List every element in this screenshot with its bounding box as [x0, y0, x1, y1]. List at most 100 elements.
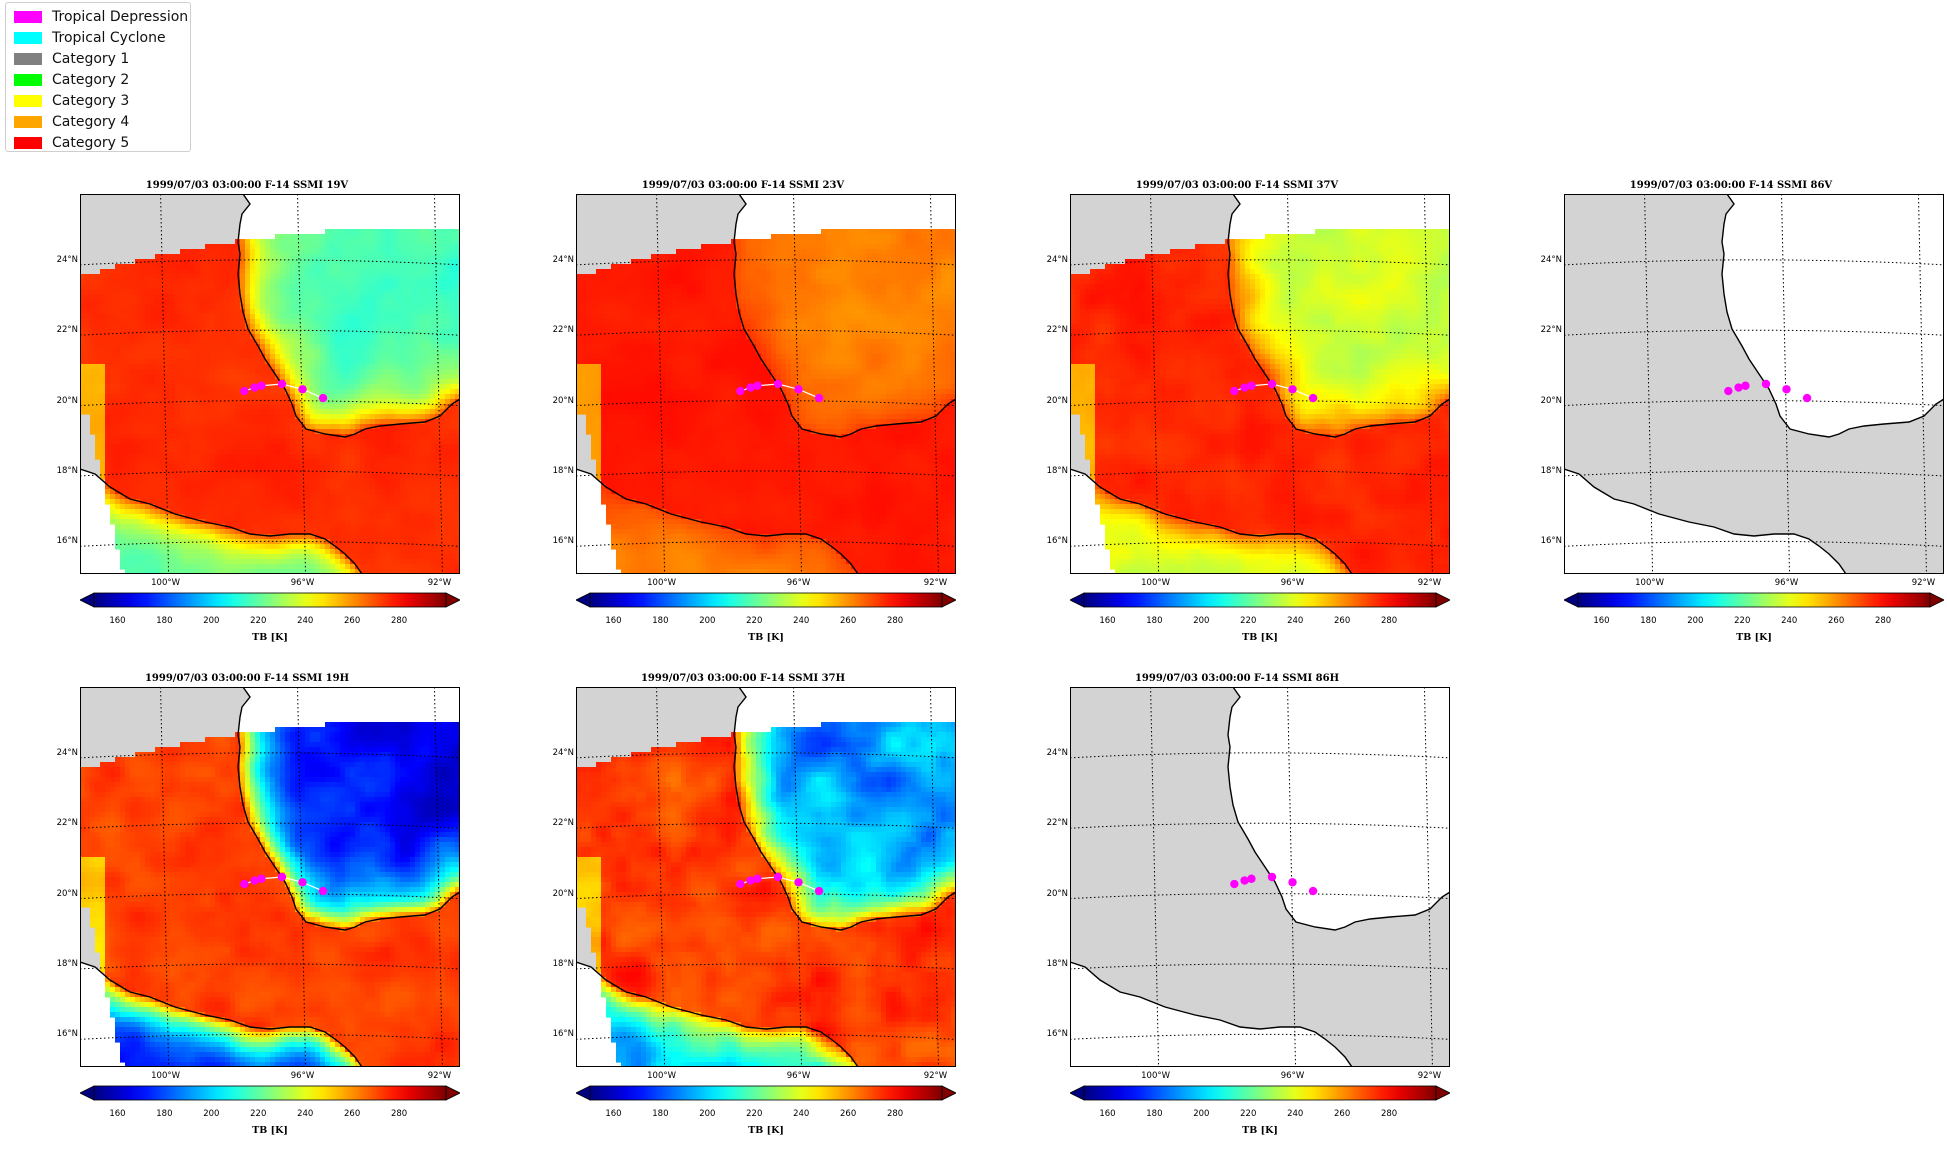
colorbar-tick-label: 280: [880, 1109, 910, 1119]
lon-tick-label: 100°W: [1136, 578, 1176, 588]
map-plot: [1070, 687, 1450, 1067]
storm-track-point: [1802, 393, 1812, 403]
lat-tick-label: 18°N: [1526, 466, 1562, 476]
storm-track-point: [257, 381, 266, 390]
legend-label: Category 5: [52, 135, 129, 151]
lat-tick-label: 16°N: [42, 536, 78, 546]
pacific-coastline: [576, 468, 859, 574]
colorbar-tick-label: 180: [1139, 616, 1169, 626]
colorbar-tick-label: 180: [645, 1109, 675, 1119]
lon-tick-label: 96°W: [779, 1071, 819, 1081]
colorbar-tick-label: 260: [337, 1109, 367, 1119]
pacific-coastline: [1564, 468, 1847, 574]
panel-title: 1999/07/03 03:00:00 F-14 SSMI 23V: [533, 180, 953, 191]
lat-tick-label: 20°N: [1032, 889, 1068, 899]
storm-track-point: [753, 874, 762, 883]
storm-track-point: [814, 393, 824, 403]
legend-item: Category 4: [14, 112, 129, 132]
colorbar-tick-label: 280: [1868, 616, 1898, 626]
lat-tick-label: 22°N: [42, 818, 78, 828]
lat-tick-label: 20°N: [1032, 396, 1068, 406]
tb-heatmap: [576, 722, 956, 1067]
gulf-coastline: [733, 687, 956, 931]
colorbar-tick-label: 280: [384, 616, 414, 626]
lat-tick-label: 22°N: [1032, 818, 1068, 828]
storm-track-point: [1782, 385, 1791, 394]
lat-tick-label: 18°N: [42, 959, 78, 969]
pacific-coastline: [1070, 468, 1353, 574]
colorbar-tick-label: 260: [1821, 616, 1851, 626]
legend-swatch: [14, 137, 42, 149]
storm-track-point: [240, 879, 249, 889]
legend-item: Tropical Cyclone: [14, 28, 166, 48]
lon-tick-label: 96°W: [1767, 578, 1807, 588]
legend-swatch: [14, 74, 42, 86]
colorbar-tick-label: 200: [1186, 1109, 1216, 1119]
colorbar-tick-label: 200: [692, 616, 722, 626]
panel-title: 1999/07/03 03:00:00 F-14 SSMI 86V: [1521, 180, 1941, 191]
legend-label: Category 2: [52, 72, 129, 88]
panel-title: 1999/07/03 03:00:00 F-14 SSMI 37V: [1027, 180, 1447, 191]
legend-swatch: [14, 53, 42, 65]
storm-track-point: [318, 886, 328, 896]
panel-title: 1999/07/03 03:00:00 F-14 SSMI 19H: [37, 673, 457, 684]
colorbar-label: TB [K]: [80, 632, 460, 643]
storm-track-point: [773, 379, 783, 389]
ssmi-panel-19v: 1999/07/03 03:00:00 F-14 SSMI 19V 24°N 22°…: [37, 180, 460, 660]
lon-tick-label: 96°W: [283, 578, 323, 588]
colorbar-tick-label: 220: [243, 616, 273, 626]
lat-tick-label: 20°N: [42, 396, 78, 406]
colorbar-tick-label: 260: [337, 616, 367, 626]
lat-tick-label: 22°N: [538, 818, 574, 828]
legend-label: Tropical Cyclone: [52, 30, 166, 46]
panel-title: 1999/07/03 03:00:00 F-14 SSMI 37H: [533, 673, 953, 684]
storm-track-point: [794, 385, 803, 394]
legend-item: Category 1: [14, 49, 129, 69]
legend-label: Category 1: [52, 51, 129, 67]
lon-tick-label: 92°W: [1409, 578, 1449, 588]
lon-tick-label: 100°W: [642, 1071, 682, 1081]
legend-label: Tropical Depression: [52, 9, 188, 25]
colorbar: [1070, 1085, 1450, 1101]
colorbar-label: TB [K]: [1564, 632, 1944, 643]
storm-category-legend: Tropical Depression Tropical Cyclone Categ…: [5, 2, 191, 152]
colorbar-tick-label: 280: [384, 1109, 414, 1119]
lat-tick-label: 24°N: [42, 748, 78, 758]
legend-item: Tropical Depression: [14, 7, 188, 27]
lat-tick-label: 20°N: [42, 889, 78, 899]
gulf-coastline: [237, 194, 460, 438]
storm-track-point: [277, 379, 287, 389]
colorbar-tick-label: 220: [1233, 1109, 1263, 1119]
legend-swatch: [14, 11, 42, 23]
storm-track-point: [1308, 886, 1318, 896]
storm-track-point: [773, 872, 783, 882]
pacific-coastline: [576, 961, 859, 1067]
tb-heatmap: [80, 722, 460, 1067]
lat-tick-label: 24°N: [42, 255, 78, 265]
legend-swatch: [14, 116, 42, 128]
colorbar-tick-label: 220: [739, 616, 769, 626]
gulf-coastline: [1721, 194, 1944, 438]
lat-tick-label: 24°N: [1032, 255, 1068, 265]
colorbar-tick-label: 240: [1774, 616, 1804, 626]
colorbar-tick-label: 160: [102, 616, 132, 626]
storm-track-point: [746, 383, 755, 392]
colorbar: [1564, 592, 1944, 608]
colorbar-tick-label: 260: [833, 1109, 863, 1119]
storm-track-point: [736, 386, 745, 396]
colorbar-tick-label: 160: [1092, 1109, 1122, 1119]
colorbar-tick-label: 260: [1327, 1109, 1357, 1119]
lat-tick-label: 16°N: [42, 1029, 78, 1039]
storm-track-point: [814, 886, 824, 896]
storm-track-point: [736, 879, 745, 889]
ssmi-panel-86v: 1999/07/03 03:00:00 F-14 SSMI 86V 24°N 22°…: [1521, 180, 1944, 660]
colorbar-tick-label: 240: [1280, 616, 1310, 626]
legend-label: Category 4: [52, 114, 129, 130]
lat-tick-label: 18°N: [1032, 466, 1068, 476]
colorbar-tick-label: 260: [1327, 616, 1357, 626]
gulf-coastline: [1227, 194, 1450, 438]
lat-tick-label: 22°N: [1526, 325, 1562, 335]
lat-tick-label: 24°N: [538, 255, 574, 265]
colorbar: [1070, 592, 1450, 608]
ssmi-panel-19h: 1999/07/03 03:00:00 F-14 SSMI 19H 24°N 22°…: [37, 673, 460, 1153]
